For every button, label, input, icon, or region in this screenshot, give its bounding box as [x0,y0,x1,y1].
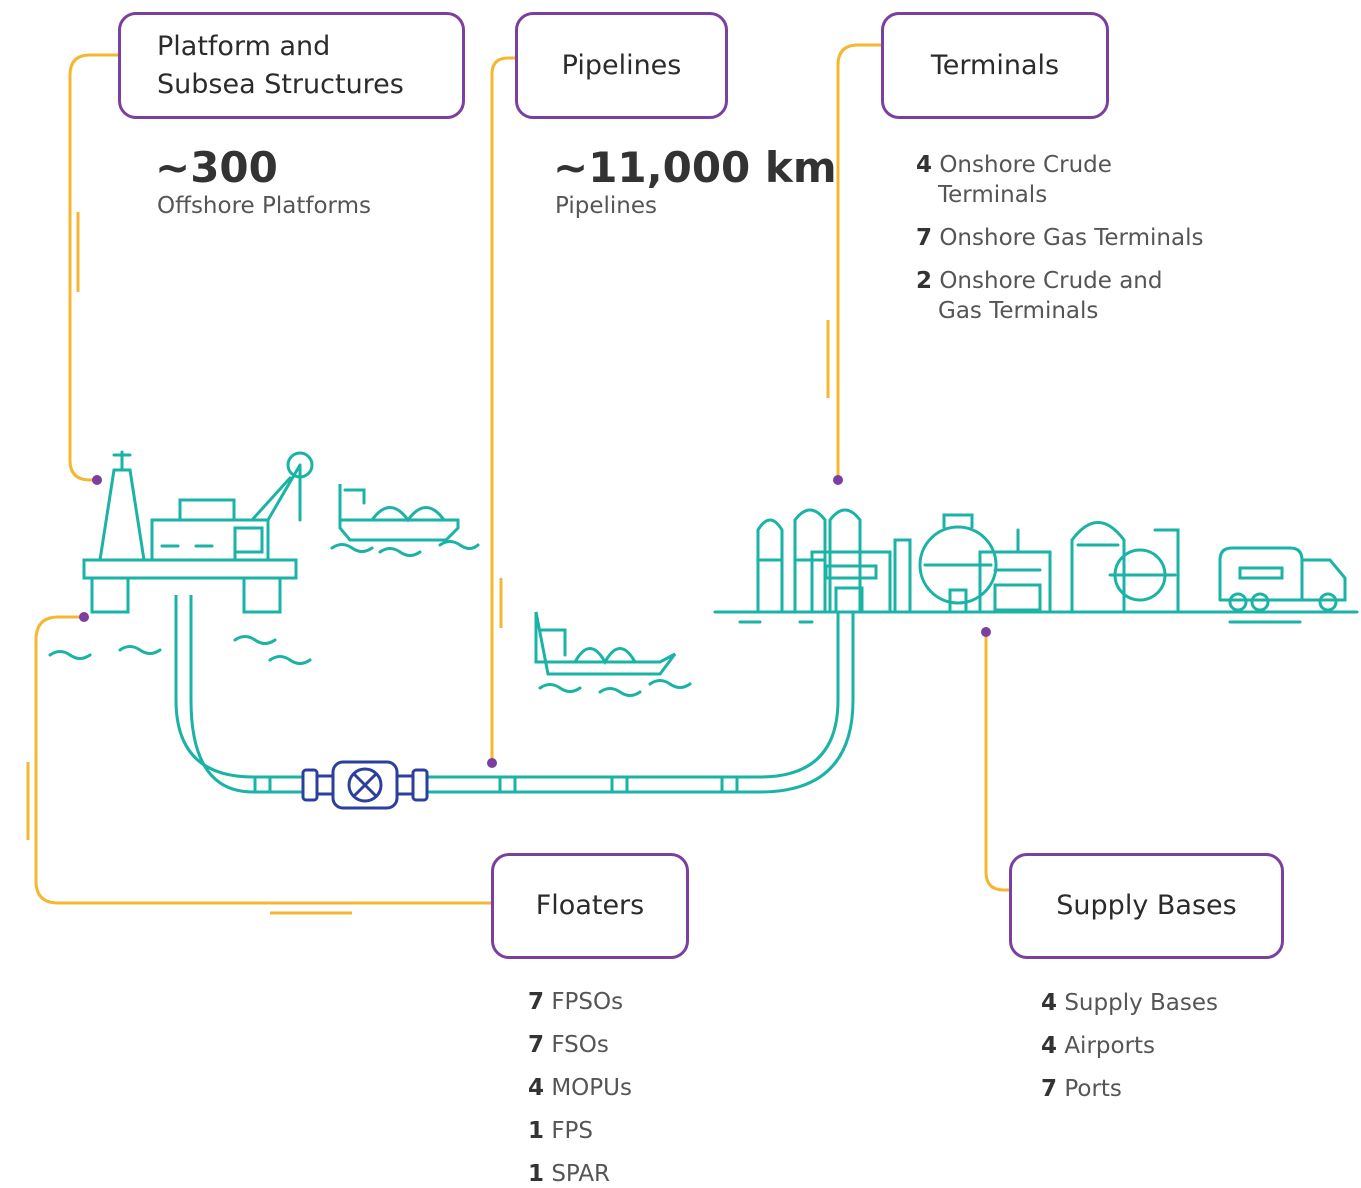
supply-title: Supply Bases [1009,853,1284,959]
item-count: 1 [528,1118,545,1144]
item-count: 2 [916,268,933,294]
item-label: FSOs [551,1032,609,1058]
item-label: Onshore Gas Terminals [939,225,1204,251]
list-item: 7 Ports [1041,1074,1341,1104]
item-label: FPSOs [551,989,624,1015]
floaters-title: Floaters [491,853,689,959]
item-count: 4 [528,1075,545,1101]
item-label: Ports [1064,1076,1122,1102]
list-item: 1 SPAR [528,1159,828,1188]
list-item: 7 FPSOs [528,987,828,1017]
list-item: 4 Onshore Crude Terminals [916,150,1206,210]
list-item: 1 FPS [528,1116,828,1146]
terminals-list: 4 Onshore Crude Terminals 7 Onshore Gas T… [916,150,1206,339]
list-item: 4 MOPUs [528,1073,828,1103]
supply-list: 4 Supply Bases 4 Airports 7 Ports [1041,988,1341,1117]
item-label: SPAR [551,1161,611,1187]
pipelines-stat-label: Pipelines [555,193,657,219]
platforms-title: Platform and Subsea Structures [118,12,465,119]
item-count: 7 [916,225,933,251]
item-count: 4 [1041,990,1058,1016]
item-label: MOPUs [551,1075,632,1101]
list-item: 7 FSOs [528,1030,828,1060]
platforms-stat-label: Offshore Platforms [157,193,371,219]
list-item: 4 Airports [1041,1031,1341,1061]
item-count: 7 [528,989,545,1015]
connectors [26,43,1009,915]
item-count: 7 [528,1032,545,1058]
valve [301,760,429,810]
item-count: 4 [1041,1033,1058,1059]
pipeline [174,595,855,794]
item-count: 4 [916,152,933,178]
terminals-title: Terminals [881,12,1109,119]
item-count: 1 [528,1161,545,1187]
floaters-list: 7 FPSOs 7 FSOs 4 MOPUs 1 FPS 1 SPAR [528,987,828,1188]
platforms-stat: ~300 [155,143,278,192]
connector-dots [79,475,991,768]
item-label: Onshore Crude Terminals [938,152,1112,208]
pipelines-stat: ~11,000 km [553,143,837,192]
item-label: Supply Bases [1064,990,1219,1016]
platform [48,450,692,697]
item-label: Onshore Crude and Gas Terminals [938,268,1163,324]
list-item: 7 Onshore Gas Terminals [916,223,1206,253]
list-item: 2 Onshore Crude and Gas Terminals [916,266,1206,326]
item-count: 7 [1041,1076,1058,1102]
list-item: 4 Supply Bases [1041,988,1341,1018]
item-label: FPS [551,1118,594,1144]
pipelines-title: Pipelines [515,12,728,119]
item-label: Airports [1064,1033,1156,1059]
terminal-plant [713,508,1359,624]
